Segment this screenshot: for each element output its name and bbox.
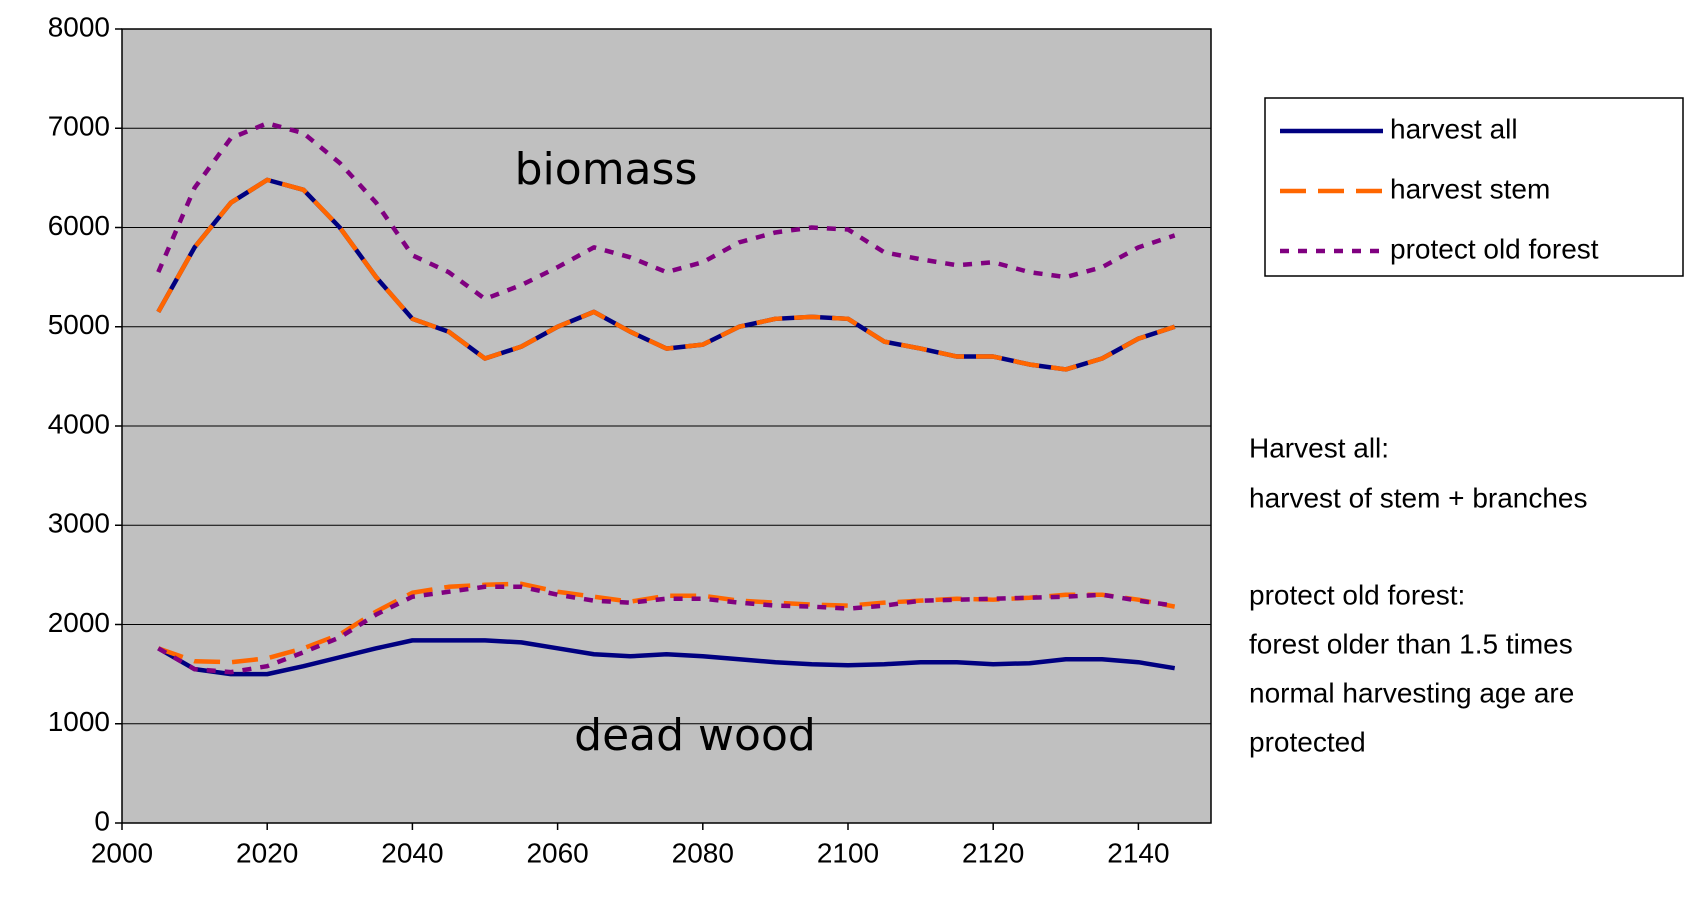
series-line [157,584,1176,675]
note: forest older than 1.5 times [1249,628,1573,659]
y-tick-label: 8000 [48,11,110,42]
x-tick-label: 2120 [962,837,1024,868]
y-tick-label: 2000 [48,607,110,638]
series-line [157,581,1176,665]
y-tick-label: 7000 [48,111,110,142]
note: harvest of stem + branches [1249,482,1588,513]
y-tick-label: 3000 [48,508,110,539]
series-line [157,638,1176,677]
annotation: dead wood [574,710,816,761]
y-tick-label: 5000 [48,309,110,340]
x-tick-label: 2140 [1107,837,1169,868]
legend-label: harvest all [1390,113,1518,144]
y-tick-label: 1000 [48,706,110,737]
legend-label: protect old forest [1390,233,1599,264]
x-tick-label: 2080 [672,837,734,868]
y-tick-label: 4000 [48,408,110,439]
x-tick-label: 2060 [526,837,588,868]
legend-label: harvest stem [1390,173,1550,204]
y-tick-label: 6000 [48,210,110,241]
y-tick-label: 0 [94,805,110,836]
x-tick-label: 2000 [91,837,153,868]
series-line [156,121,1176,302]
series-line [156,177,1176,372]
note: Harvest all: [1249,432,1389,463]
annotation: biomass [515,144,698,195]
x-tick-label: 2040 [381,837,443,868]
note: protect old forest: [1249,579,1465,610]
note: protected [1249,726,1366,757]
legend-box [1264,97,1684,277]
note: normal harvesting age are [1249,677,1574,708]
x-tick-label: 2020 [236,837,298,868]
x-tick-label: 2100 [817,837,879,868]
